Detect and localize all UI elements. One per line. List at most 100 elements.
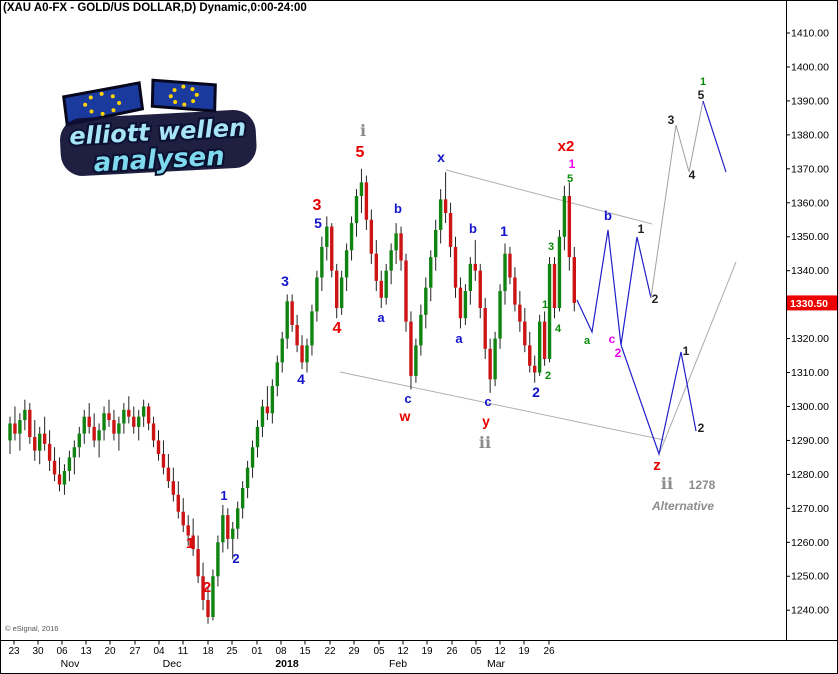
candle xyxy=(537,321,542,373)
wave-label: 5 xyxy=(698,88,705,102)
candle xyxy=(117,423,121,434)
wave-label: 1 xyxy=(683,344,690,358)
candle xyxy=(260,406,265,427)
candle xyxy=(305,345,309,363)
date-label: 05 xyxy=(470,646,482,657)
date-label: 19 xyxy=(421,646,433,657)
wave-label: y xyxy=(482,413,490,429)
price-label: 1340.00 xyxy=(791,265,829,277)
candle xyxy=(127,409,131,417)
candle xyxy=(498,291,502,339)
trendline xyxy=(445,169,653,225)
wave-label: 1 xyxy=(500,223,508,239)
candle xyxy=(379,280,383,298)
candle xyxy=(513,277,517,305)
wave-label: 3 xyxy=(548,241,554,253)
wave-label: 4 xyxy=(333,320,342,337)
candle xyxy=(33,437,37,451)
wave-label: 2 xyxy=(232,551,239,566)
candle xyxy=(364,182,369,220)
price-label: 1240.00 xyxy=(791,605,829,617)
price-label: 1320.00 xyxy=(791,333,829,345)
price-axis-panel xyxy=(787,0,838,674)
candle xyxy=(483,308,487,349)
candle xyxy=(8,423,12,441)
candle xyxy=(443,199,448,213)
eu-flag-stars xyxy=(83,91,122,116)
candle xyxy=(448,212,453,247)
wave-label: 2 xyxy=(532,384,540,400)
candle xyxy=(236,508,240,529)
candle xyxy=(107,413,111,421)
date-label: 27 xyxy=(129,646,141,657)
candle xyxy=(429,257,433,288)
chart-title: (XAU A0-FX - GOLD/US DOLLAR,D) Dynamic,0… xyxy=(3,2,307,14)
candle xyxy=(216,542,220,577)
wave-label: 1278 xyxy=(689,478,716,492)
candle xyxy=(42,433,47,444)
wave-label: 5 xyxy=(356,144,365,161)
time-axis[interactable]: 23 30 06 13 20 27 04 11 18 25 01 08 15 22 29 05 12 19 26 05… xyxy=(8,640,555,671)
wave-label: ii xyxy=(661,474,673,493)
candle xyxy=(374,253,378,281)
candle xyxy=(181,511,185,526)
candle xyxy=(528,345,532,366)
candle xyxy=(191,535,195,550)
date-label: 20 xyxy=(104,646,116,657)
candle xyxy=(92,426,96,441)
wave-label: b xyxy=(394,201,402,216)
wave-label: x xyxy=(437,149,445,165)
candle xyxy=(250,447,255,468)
candle xyxy=(97,430,101,441)
candle xyxy=(542,321,547,359)
trendlines-layer xyxy=(339,169,737,453)
wave-label: 1 xyxy=(569,157,576,171)
date-label: 08 xyxy=(275,646,287,657)
candle xyxy=(389,250,393,271)
wave-label: 5 xyxy=(567,173,573,185)
candle xyxy=(141,406,146,417)
projection-path xyxy=(650,100,704,299)
candle xyxy=(409,321,413,376)
candle xyxy=(166,467,171,482)
date-label: 19 xyxy=(518,646,530,657)
wave-label: 1 xyxy=(700,76,706,88)
candle xyxy=(533,365,537,373)
date-label: 15 xyxy=(299,646,311,657)
candle xyxy=(23,409,27,421)
projections-layer xyxy=(576,100,727,457)
wave-label: x2 xyxy=(558,138,575,155)
candle xyxy=(424,287,428,315)
current-price-bg xyxy=(787,295,838,311)
candle xyxy=(330,226,334,271)
candle xyxy=(315,277,319,312)
candle xyxy=(156,440,161,455)
month-label: Feb xyxy=(389,658,407,670)
wave-label: c xyxy=(404,391,411,406)
candle xyxy=(280,338,284,363)
candle xyxy=(399,233,403,261)
watermark-text-line2: analysen xyxy=(93,142,225,179)
eu-flag-icon xyxy=(62,81,145,127)
candle xyxy=(453,246,458,288)
date-label: 18 xyxy=(202,646,214,657)
date-label: 12 xyxy=(494,646,506,657)
candle xyxy=(503,253,507,292)
candle xyxy=(275,362,279,387)
candle xyxy=(82,416,86,434)
candle xyxy=(552,263,557,309)
candle xyxy=(176,494,180,512)
wave-label: 2 xyxy=(615,346,622,360)
candle xyxy=(87,416,91,427)
candle xyxy=(394,233,398,251)
candle xyxy=(102,413,106,431)
candle xyxy=(221,515,225,543)
candle xyxy=(468,263,473,292)
wave-label: 1 xyxy=(638,222,645,236)
projection-path xyxy=(702,100,727,173)
candle xyxy=(52,460,57,475)
candle xyxy=(300,345,304,363)
candle xyxy=(493,338,497,380)
candle xyxy=(137,416,141,427)
